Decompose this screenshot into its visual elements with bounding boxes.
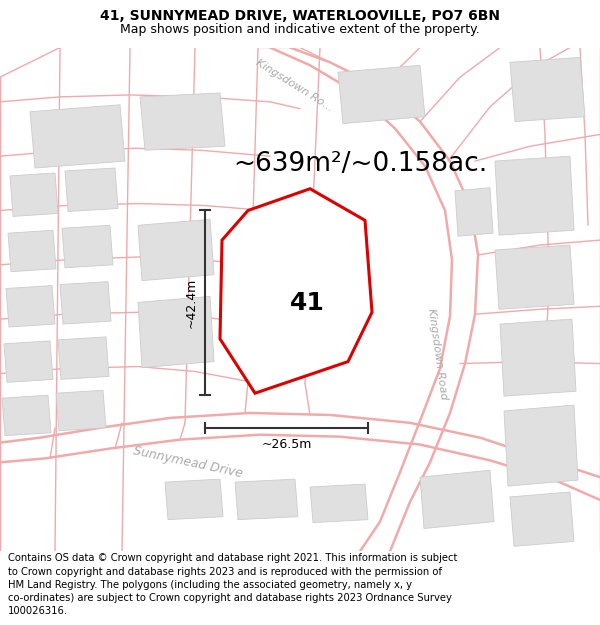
Text: Kingsdown Road: Kingsdown Road [425, 308, 448, 400]
Polygon shape [338, 65, 425, 124]
Polygon shape [62, 225, 113, 268]
Text: 41, SUNNYMEAD DRIVE, WATERLOOVILLE, PO7 6BN: 41, SUNNYMEAD DRIVE, WATERLOOVILLE, PO7 … [100, 9, 500, 24]
Polygon shape [8, 230, 56, 272]
Polygon shape [58, 337, 109, 379]
Polygon shape [220, 189, 372, 393]
Polygon shape [165, 479, 223, 519]
Text: ~42.4m: ~42.4m [185, 278, 197, 328]
Polygon shape [140, 93, 225, 150]
Polygon shape [6, 286, 55, 327]
Polygon shape [65, 168, 118, 211]
Polygon shape [4, 341, 53, 382]
Polygon shape [2, 395, 51, 436]
Polygon shape [504, 405, 578, 486]
Polygon shape [10, 173, 58, 216]
Polygon shape [510, 58, 585, 122]
Polygon shape [500, 319, 576, 396]
Polygon shape [510, 492, 574, 546]
Text: Map shows position and indicative extent of the property.: Map shows position and indicative extent… [120, 22, 480, 36]
Polygon shape [30, 105, 125, 168]
Polygon shape [138, 219, 214, 281]
Polygon shape [138, 296, 214, 368]
Polygon shape [495, 245, 574, 309]
Text: Kingsdown Ro…: Kingsdown Ro… [254, 57, 335, 113]
Polygon shape [420, 470, 494, 529]
Polygon shape [56, 390, 106, 431]
Text: Contains OS data © Crown copyright and database right 2021. This information is : Contains OS data © Crown copyright and d… [8, 554, 457, 616]
Text: ~26.5m: ~26.5m [262, 438, 311, 451]
Text: Sunnymead Drive: Sunnymead Drive [132, 444, 244, 481]
Text: 41: 41 [290, 291, 325, 315]
Polygon shape [310, 484, 368, 522]
Polygon shape [455, 188, 493, 236]
Polygon shape [60, 282, 111, 324]
Text: ~639m²/~0.158ac.: ~639m²/~0.158ac. [233, 151, 487, 177]
Polygon shape [495, 156, 574, 235]
Polygon shape [235, 479, 298, 519]
